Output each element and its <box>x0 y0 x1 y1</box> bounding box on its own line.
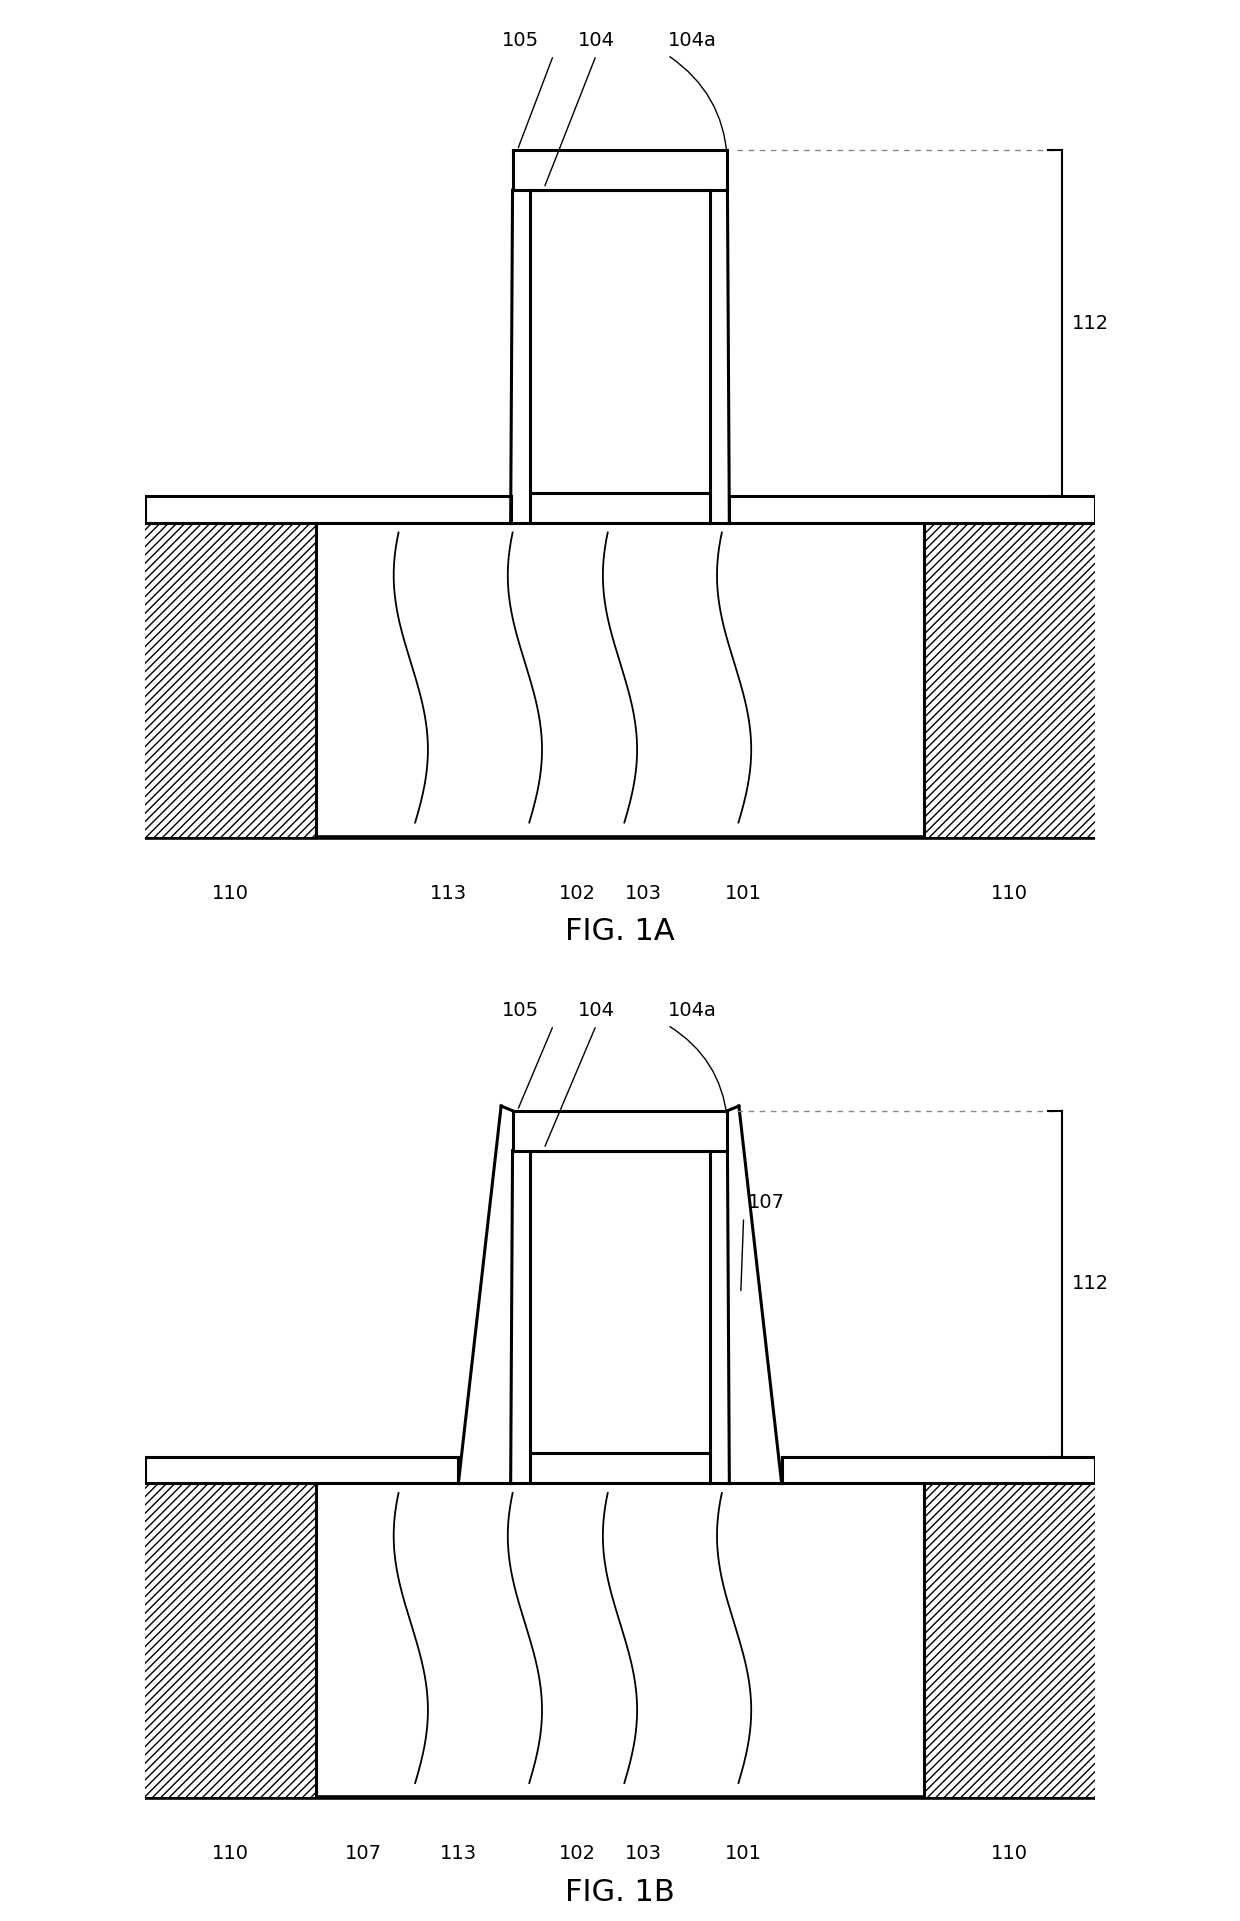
Text: 113: 113 <box>430 884 467 903</box>
Text: 103: 103 <box>625 1844 662 1863</box>
Text: 105: 105 <box>502 31 539 50</box>
Text: 107: 107 <box>749 1193 785 1212</box>
Bar <box>924 1483 1095 1798</box>
Text: 110: 110 <box>991 884 1028 903</box>
Text: 101: 101 <box>725 884 763 903</box>
Bar <box>145 1483 316 1798</box>
Text: 112: 112 <box>1071 1274 1109 1293</box>
Text: 104: 104 <box>578 1001 615 1020</box>
Text: 104a: 104a <box>667 1001 717 1020</box>
Bar <box>924 523 1095 838</box>
Text: 105: 105 <box>502 1001 539 1020</box>
Bar <box>145 1483 316 1798</box>
Text: 102: 102 <box>559 884 595 903</box>
Text: FIG. 1A: FIG. 1A <box>565 916 675 947</box>
Bar <box>924 523 1095 838</box>
Text: FIG. 1B: FIG. 1B <box>565 1877 675 1908</box>
Text: 102: 102 <box>559 1844 595 1863</box>
Bar <box>145 523 316 838</box>
Text: 110: 110 <box>212 884 249 903</box>
Bar <box>924 1483 1095 1798</box>
Text: 110: 110 <box>212 1844 249 1863</box>
Text: 104a: 104a <box>667 31 717 50</box>
Text: 103: 103 <box>625 884 662 903</box>
Text: 112: 112 <box>1071 313 1109 332</box>
Text: 101: 101 <box>725 1844 763 1863</box>
Text: 107: 107 <box>345 1844 382 1863</box>
Bar <box>145 523 316 838</box>
Text: 110: 110 <box>991 1844 1028 1863</box>
Text: 104: 104 <box>578 31 615 50</box>
Text: 113: 113 <box>440 1844 477 1863</box>
